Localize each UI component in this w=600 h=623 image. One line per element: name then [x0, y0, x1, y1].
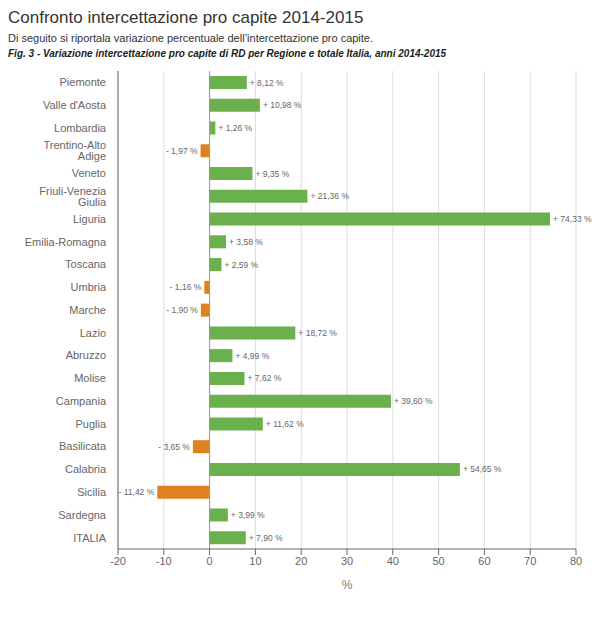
svg-text:- 1,16 %: - 1,16 %	[170, 282, 202, 292]
html-text:Fig. 3 - Variazione intercetta: Fig. 3 - Variazione intercettazione pro …	[8, 48, 447, 59]
svg-text:+ 54,65 %: + 54,65 %	[463, 464, 502, 474]
svg-text:Molise: Molise	[74, 372, 106, 384]
svg-text:Piemonte: Piemonte	[60, 76, 106, 88]
svg-text:Liguria: Liguria	[73, 213, 107, 225]
svg-text:Sardegna: Sardegna	[58, 509, 107, 521]
svg-text:Lombardia: Lombardia	[54, 122, 107, 134]
svg-text:Emilia-Romagna: Emilia-Romagna	[25, 236, 107, 248]
svg-text:ITALIA: ITALIA	[73, 532, 106, 544]
svg-text:+ 8,12 %: + 8,12 %	[250, 78, 284, 88]
svg-text:+ 11,62 %: + 11,62 %	[266, 419, 304, 429]
svg-text:+ 2,59 %: + 2,59 %	[224, 260, 258, 270]
svg-text:Basilicata: Basilicata	[59, 440, 107, 452]
svg-text:80: 80	[570, 555, 582, 567]
svg-text:40: 40	[387, 555, 399, 567]
svg-text:Umbria: Umbria	[71, 281, 107, 293]
svg-text:- 3,65 %: - 3,65 %	[158, 442, 190, 452]
html-text:Di seguito si riportala variaz: Di seguito si riportala variazione perce…	[8, 32, 373, 44]
svg-text:+ 7,90 %: + 7,90 %	[249, 533, 283, 543]
svg-text:+ 39,60 %: + 39,60 %	[394, 396, 433, 406]
svg-text:Campania: Campania	[56, 395, 107, 407]
svg-text:+ 74,33 %: + 74,33 %	[553, 214, 592, 224]
html-text:Confronto intercettazione pro: Confronto intercettazione pro capite 201…	[8, 8, 364, 27]
svg-text:Friuli-VeneziaGiulia: Friuli-VeneziaGiulia	[39, 185, 107, 208]
svg-text:20: 20	[295, 555, 307, 567]
svg-text:Puglia: Puglia	[75, 418, 106, 430]
svg-text:30: 30	[341, 555, 353, 567]
svg-text:- 1,97 %: - 1,97 %	[166, 146, 198, 156]
svg-text:- 1,90 %: - 1,90 %	[166, 305, 198, 315]
svg-text:+ 4,99 %: + 4,99 %	[235, 351, 269, 361]
svg-text:Veneto: Veneto	[72, 167, 106, 179]
svg-text:50: 50	[432, 555, 444, 567]
svg-text:+ 21,36 %: + 21,36 %	[310, 191, 349, 201]
svg-text:-10: -10	[156, 555, 172, 567]
svg-text:Lazio: Lazio	[80, 327, 106, 339]
svg-text:- 11,42 %: - 11,42 %	[119, 487, 155, 497]
svg-text:+ 9,35 %: + 9,35 %	[255, 169, 289, 179]
svg-text:%: %	[342, 578, 353, 592]
svg-text:+ 7,62 %: + 7,62 %	[247, 373, 281, 383]
svg-text:10: 10	[249, 555, 261, 567]
svg-text:+ 3,99 %: + 3,99 %	[231, 510, 265, 520]
svg-text:+ 18,72 %: + 18,72 %	[298, 328, 337, 338]
svg-text:Marche: Marche	[69, 304, 106, 316]
svg-text:-20: -20	[110, 555, 126, 567]
svg-text:Toscana: Toscana	[65, 258, 107, 270]
svg-text:Sicilia: Sicilia	[77, 486, 107, 498]
svg-text:Calabria: Calabria	[65, 463, 107, 475]
svg-text:+ 3,58 %: + 3,58 %	[229, 237, 263, 247]
svg-text:Trentino-AltoAdige: Trentino-AltoAdige	[43, 139, 106, 162]
svg-text:0: 0	[207, 555, 213, 567]
svg-text:+ 1,26 %: + 1,26 %	[218, 123, 252, 133]
svg-text:60: 60	[478, 555, 490, 567]
svg-text:Valle d'Aosta: Valle d'Aosta	[43, 99, 107, 111]
svg-text:+ 10,98 %: + 10,98 %	[263, 100, 302, 110]
svg-text:70: 70	[524, 555, 536, 567]
svg-text:Abruzzo: Abruzzo	[66, 349, 106, 361]
